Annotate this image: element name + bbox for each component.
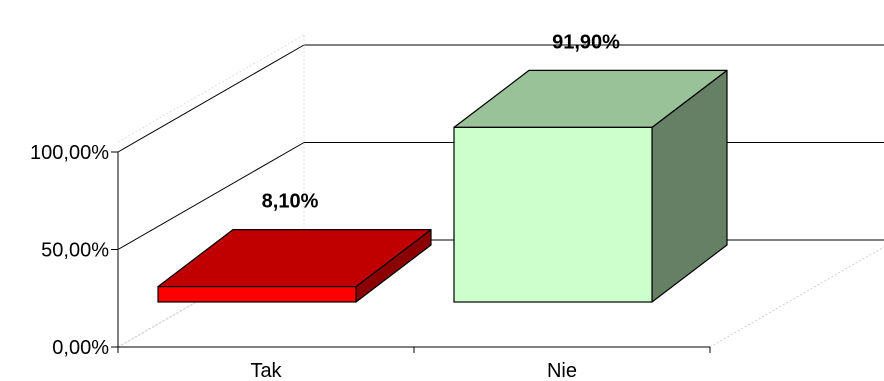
bar-front-face: [453, 126, 653, 303]
category-label-nie: Nie: [547, 360, 577, 381]
side-wall-gridline: [117, 44, 305, 153]
side-wall-gridline: [117, 142, 305, 250]
bar-nie: [453, 69, 728, 303]
bar-series: [157, 69, 728, 303]
bar-front-face: [157, 286, 357, 303]
chart-labels: 8,10% Tak 91,90% Nie: [250, 31, 620, 381]
y-tick-label: 100,00%: [30, 142, 109, 164]
bar-top-face: [157, 229, 432, 288]
side-wall-top-edge: [117, 34, 305, 143]
data-label-nie: 91,90%: [552, 31, 620, 53]
bar-tak: [157, 229, 432, 303]
category-label-tak: Tak: [250, 360, 282, 381]
y-tick-label: 0,00%: [52, 337, 109, 359]
y-tick-label: 50,00%: [41, 240, 109, 262]
data-label-tak: 8,10%: [262, 191, 319, 213]
value-axis: 0,00% 50,00% 100,00%: [30, 142, 711, 359]
